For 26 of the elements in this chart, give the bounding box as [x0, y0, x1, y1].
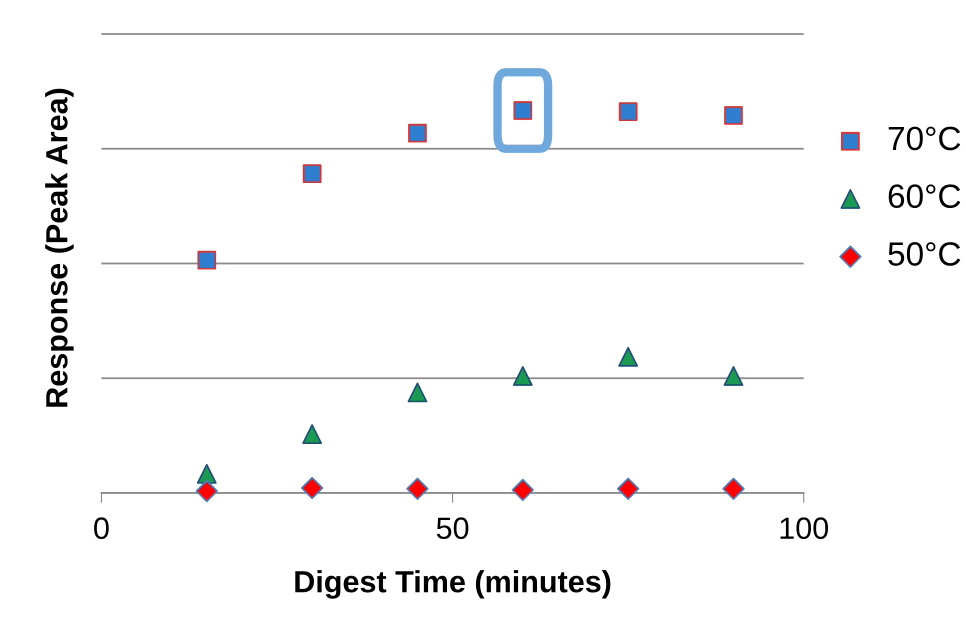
point	[512, 366, 533, 386]
x-tick-label: 50	[436, 517, 468, 540]
point	[617, 478, 640, 500]
point	[302, 164, 322, 183]
point	[512, 478, 534, 502]
point	[408, 382, 428, 402]
legend-label: 70°C	[888, 126, 960, 150]
legend-label: 50°C	[888, 242, 960, 266]
point	[196, 480, 218, 502]
point	[618, 346, 638, 367]
point	[197, 250, 216, 270]
y-axis-title: Response (Peak Area)	[45, 88, 74, 407]
point	[406, 478, 429, 500]
point	[618, 102, 638, 121]
point	[513, 101, 532, 120]
point	[300, 476, 324, 500]
point	[408, 124, 427, 142]
point	[196, 464, 217, 484]
x-tick-label: 0	[94, 517, 109, 540]
point	[722, 478, 745, 500]
x-tick-label: 100	[780, 517, 828, 540]
legend-label: 60°C	[888, 184, 960, 208]
point	[724, 366, 744, 386]
x-axis-title: Digest Time (minutes)	[295, 570, 610, 599]
point	[302, 424, 322, 444]
point	[724, 106, 743, 125]
